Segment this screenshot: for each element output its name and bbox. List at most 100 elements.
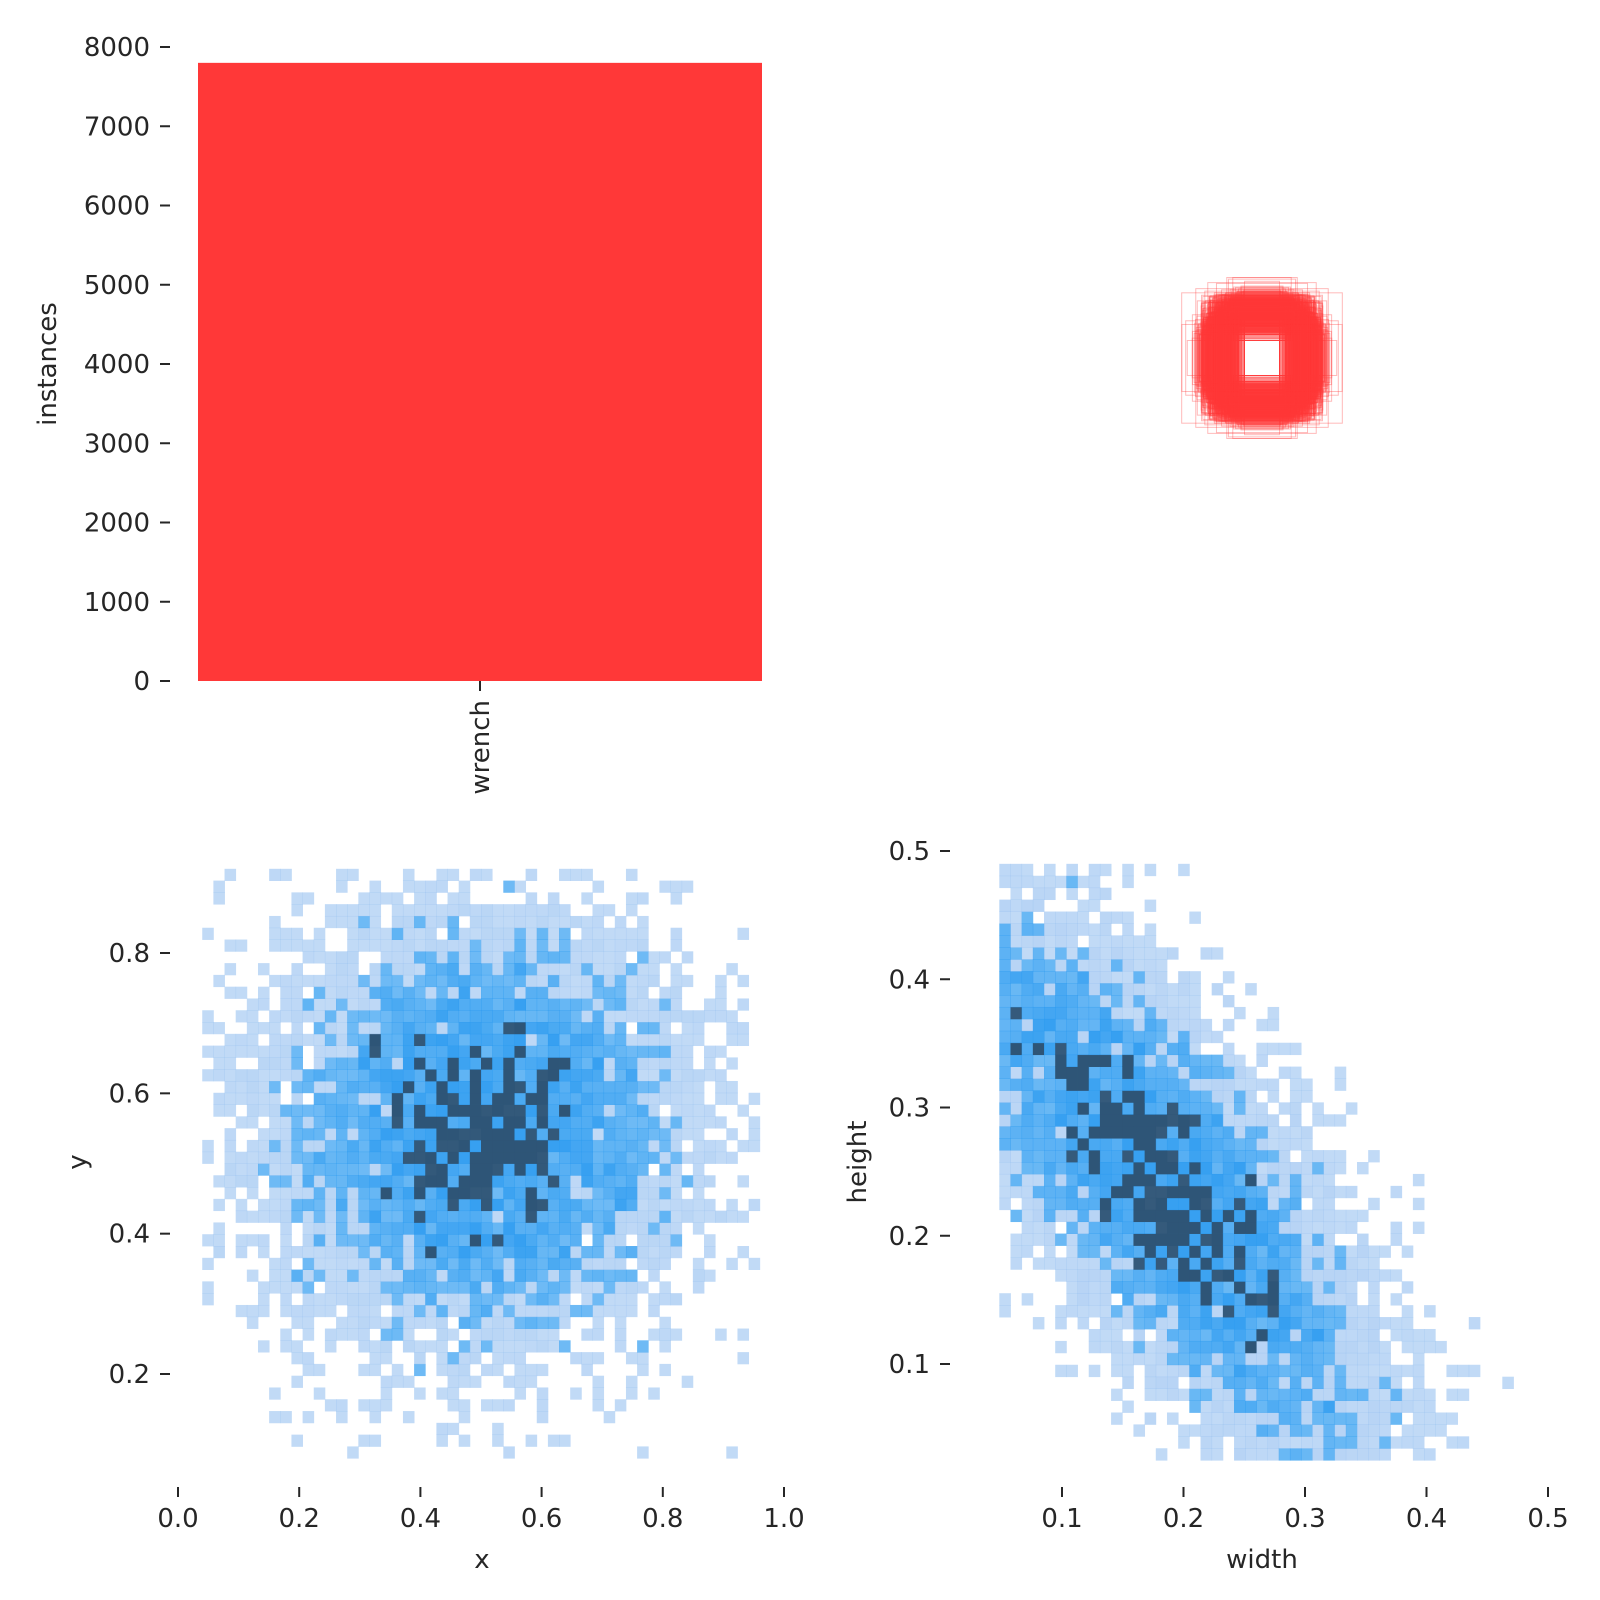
wh-cell xyxy=(1200,1078,1213,1091)
wh-cell xyxy=(1166,1245,1179,1258)
wh-cell xyxy=(1301,1436,1313,1449)
xy-cell xyxy=(525,986,538,999)
bbox xyxy=(1206,335,1318,381)
xy-cell xyxy=(648,1022,660,1035)
xy-cell xyxy=(246,1104,259,1117)
xy-cell xyxy=(280,1328,292,1341)
xy-cell xyxy=(324,1045,337,1058)
xy-cell xyxy=(224,1033,237,1047)
wh-cell xyxy=(1312,1257,1324,1270)
wh-cell xyxy=(1267,1090,1280,1103)
xy-cell xyxy=(581,1328,593,1341)
xy-cell xyxy=(436,1328,448,1341)
bbox xyxy=(1237,304,1287,412)
xy-cell xyxy=(458,1069,471,1082)
bbox xyxy=(1206,325,1318,391)
wh-cell xyxy=(1312,1340,1324,1354)
xy-cell xyxy=(369,1316,382,1329)
xy-cell xyxy=(458,1128,471,1141)
xy-cell xyxy=(447,1257,460,1270)
wh-cell xyxy=(1234,1209,1246,1223)
xy-cell xyxy=(358,998,370,1011)
xy-cell xyxy=(257,1340,270,1353)
xy-cell xyxy=(458,1269,471,1282)
bbox xyxy=(1201,301,1323,415)
xy-cell xyxy=(648,1257,660,1270)
wh-cell xyxy=(1245,1233,1257,1246)
xy-cell xyxy=(659,1022,671,1035)
xy-cell xyxy=(458,1163,471,1176)
wh-cell xyxy=(1032,1233,1045,1246)
bbox xyxy=(1228,303,1296,413)
bbox xyxy=(1220,309,1304,407)
bbox xyxy=(1226,332,1298,384)
xy-cell xyxy=(592,1198,605,1212)
bbox xyxy=(1238,303,1286,413)
xy-cell xyxy=(213,1175,225,1188)
wh-cell xyxy=(1211,1162,1224,1175)
xy-cell xyxy=(269,915,281,929)
bbox xyxy=(1211,318,1313,398)
wh-cell xyxy=(1122,911,1134,924)
wh-cell xyxy=(1044,923,1056,936)
bbox xyxy=(1219,305,1305,411)
wh-cell xyxy=(1234,1245,1246,1258)
wh-cell xyxy=(1122,1150,1134,1163)
wh-cell xyxy=(1245,1090,1257,1103)
xy-cell xyxy=(469,963,482,976)
xy-cell xyxy=(570,1257,582,1270)
xy-cell xyxy=(525,1139,538,1153)
wh-cell xyxy=(1334,1448,1347,1461)
xy-cell xyxy=(436,974,448,988)
wh-cell xyxy=(1189,1340,1201,1354)
xy-cell xyxy=(202,1022,214,1035)
wh-cell xyxy=(1189,1424,1201,1437)
wh-cell xyxy=(1010,1018,1023,1032)
bbox xyxy=(1231,325,1293,391)
xy-cell xyxy=(447,892,460,905)
wh-cell xyxy=(1133,1162,1146,1175)
wh-cell xyxy=(1088,1245,1101,1258)
xy-cell xyxy=(525,998,538,1011)
xy-cell xyxy=(358,1057,370,1070)
wh-cell xyxy=(1457,1388,1470,1401)
bbox xyxy=(1207,302,1317,414)
xy-cell xyxy=(257,1069,270,1082)
xy-cell xyxy=(525,1269,538,1282)
xy-cell xyxy=(648,1246,660,1259)
xy-cell xyxy=(469,998,482,1011)
xy-cell xyxy=(358,1316,370,1329)
bbox xyxy=(1226,312,1298,404)
xy-cell xyxy=(659,1175,671,1188)
xy-cell xyxy=(302,1163,315,1176)
xy-cell xyxy=(414,1316,426,1329)
xy-cell xyxy=(614,963,627,976)
xy-cell xyxy=(670,1163,683,1176)
wh-cell xyxy=(1345,1221,1358,1234)
wh-cell xyxy=(1077,875,1090,889)
wh-cell xyxy=(999,1006,1011,1020)
wh-cell xyxy=(1267,1281,1280,1294)
bbox xyxy=(1217,325,1307,391)
xy-cell xyxy=(391,1139,404,1153)
bbox xyxy=(1233,307,1291,409)
xy-cell xyxy=(369,1057,382,1070)
y-tick-label: 0.5 xyxy=(889,837,930,867)
xy-cell xyxy=(302,1210,315,1223)
bbox xyxy=(1225,316,1299,400)
xy-cell xyxy=(402,1175,415,1188)
xy-cell xyxy=(547,1210,560,1223)
wh-cell xyxy=(1178,1054,1190,1067)
wh-cell xyxy=(1122,1317,1134,1330)
wh-cell xyxy=(1032,1114,1045,1127)
wh-cell xyxy=(1111,1018,1123,1032)
wh-cell xyxy=(1133,1281,1146,1294)
xy-cell xyxy=(592,1033,605,1047)
xy-cell xyxy=(603,1411,616,1424)
xy-cell xyxy=(347,1092,359,1105)
xy-cell xyxy=(748,1116,761,1129)
bbox xyxy=(1229,301,1295,415)
xy-cell xyxy=(246,1269,259,1282)
xy-cell xyxy=(559,1293,571,1306)
xy-cell xyxy=(391,892,404,905)
